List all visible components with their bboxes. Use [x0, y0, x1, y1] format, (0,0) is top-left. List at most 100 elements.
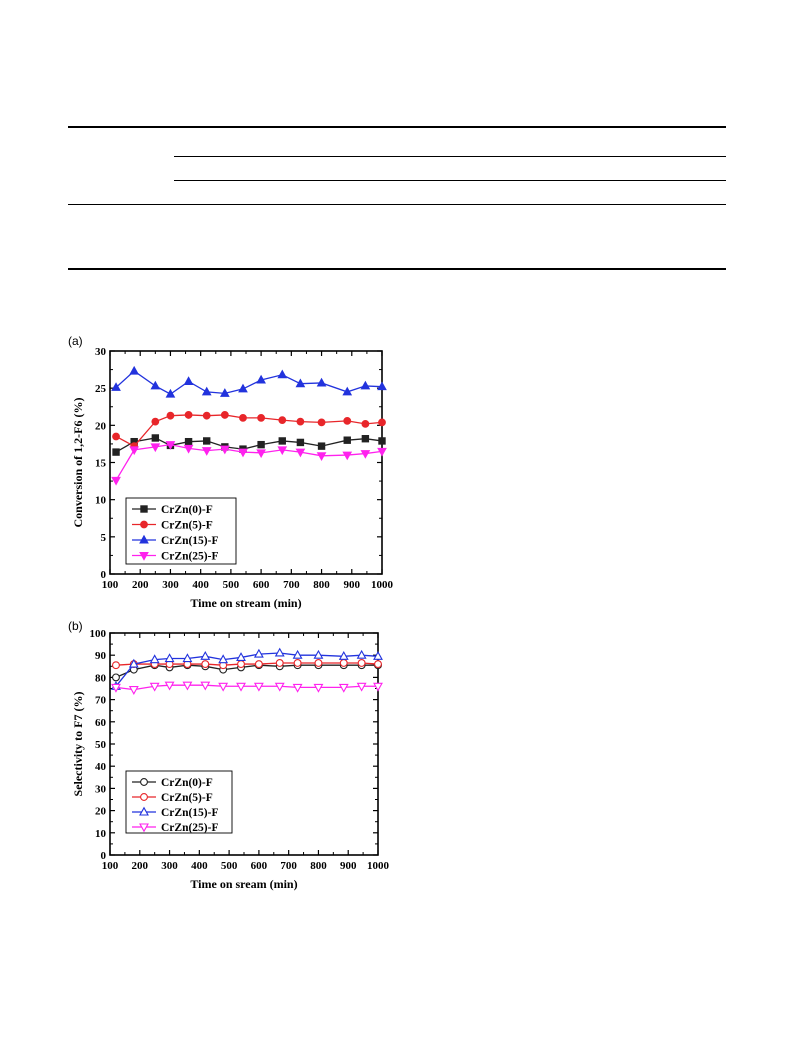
selectivity-y-tick-label: 100 — [90, 628, 107, 640]
conversion-y-axis-title: Conversion of 1,2-F6 (%) — [71, 398, 85, 528]
conversion-data-point-crzn-15-f — [238, 383, 248, 393]
selectivity-data-point-crzn-25-f — [292, 683, 303, 693]
conversion-x-tick-label: 600 — [253, 579, 270, 591]
selectivity-data-point-crzn-15-f — [292, 649, 303, 659]
conversion-data-point-crzn-25-f — [150, 443, 161, 453]
conversion-x-axis-title: Time on stream (min) — [190, 596, 301, 610]
conversion-x-tick-label: 700 — [283, 579, 300, 591]
table-subheader-rule-1 — [174, 156, 726, 157]
conversion-data-point-crzn-5-f — [361, 419, 370, 428]
selectivity-data-point-crzn-25-f — [253, 682, 264, 692]
table-bottom-rule — [68, 268, 726, 270]
conversion-data-point-crzn-15-f — [129, 365, 140, 375]
selectivity-x-tick-label: 900 — [340, 860, 357, 872]
selectivity-data-point-crzn-25-f — [149, 682, 160, 692]
conversion-data-point-crzn-0-f — [203, 437, 211, 445]
selectivity-data-point-crzn-15-f — [128, 658, 139, 668]
conversion-legend-label-crzn-0-f: CrZn(0)-F — [161, 504, 213, 516]
conversion-legend: CrZn(0)-F CrZn(5)-F CrZn(15)-F CrZn(25)-F — [125, 497, 237, 565]
table-header-rule — [68, 204, 726, 205]
selectivity-data-point-crzn-25-f — [200, 681, 211, 691]
selectivity-data-point-crzn-15-f — [253, 648, 264, 658]
selectivity-data-point-crzn-25-f — [218, 682, 229, 692]
conversion-data-point-crzn-25-f — [183, 444, 194, 454]
selectivity-y-axis-title: Selectivity to F7 (%) — [71, 692, 85, 797]
panel-b-label: (b) — [68, 619, 83, 633]
conversion-data-point-crzn-5-f — [378, 418, 386, 427]
selectivity-y-tick-label: 60 — [95, 717, 107, 729]
selectivity-y-tick-label: 90 — [95, 650, 107, 662]
conversion-x-tick-label: 500 — [223, 579, 240, 591]
selectivity-data-point-crzn-5-f — [374, 660, 382, 669]
conversion-data-point-crzn-5-f — [343, 416, 352, 425]
conversion-legend-marker-crzn-15-f — [139, 534, 149, 544]
selectivity-data-point-crzn-5-f — [254, 660, 263, 669]
conversion-x-tick-label: 800 — [313, 579, 330, 591]
conversion-x-tick-label: 900 — [344, 579, 361, 591]
conversion-data-point-crzn-15-f — [201, 386, 212, 396]
selectivity-data-point-crzn-25-f — [111, 683, 121, 693]
selectivity-y-tick-label: 0 — [101, 850, 107, 862]
conversion-y-tick-label: 10 — [95, 495, 107, 507]
panel-a-label: (a) — [68, 334, 83, 348]
selectivity-data-point-crzn-5-f — [275, 659, 284, 667]
conversion-data-point-crzn-25-f — [316, 452, 327, 462]
conversion-data-point-crzn-5-f — [239, 414, 247, 422]
conversion-data-point-crzn-25-f — [360, 450, 371, 459]
selectivity-x-tick-label: 1000 — [367, 860, 390, 872]
selectivity-data-point-crzn-5-f — [357, 659, 366, 667]
selectivity-data-point-crzn-15-f — [200, 650, 211, 660]
selectivity-x-axis-title: Time on sream (min) — [190, 877, 297, 891]
selectivity-y-tick-label: 80 — [95, 672, 107, 684]
conversion-series-crzn-5-f — [112, 411, 386, 451]
selectivity-legend-marker-crzn-15-f — [139, 806, 149, 816]
conversion-legend-label-crzn-5-f: CrZn(5)-F — [161, 520, 213, 532]
conversion-x-tick-label: 100 — [102, 579, 119, 591]
conversion-data-point-crzn-25-f — [295, 448, 306, 458]
conversion-y-tick-label: 15 — [95, 458, 107, 470]
conversion-data-point-crzn-15-f — [342, 386, 353, 396]
selectivity-data-point-crzn-15-f — [274, 647, 285, 657]
selectivity-y-tick-label: 70 — [95, 695, 107, 707]
selectivity-data-point-crzn-25-f — [236, 682, 246, 692]
conversion-series-crzn-15-f — [111, 365, 387, 398]
selectivity-legend-label-crzn-15-f: CrZn(15)-F — [161, 807, 219, 819]
selectivity-legend-marker-crzn-25-f — [139, 823, 149, 833]
selectivity-data-point-crzn-15-f — [338, 650, 349, 660]
selectivity-x-tick-label: 600 — [251, 860, 268, 872]
conversion-legend-label-crzn-25-f: CrZn(25)-F — [161, 551, 219, 563]
conversion-data-point-crzn-5-f — [202, 411, 211, 420]
selectivity-legend: CrZn(0)-F CrZn(5)-F CrZn(15)-F CrZn(25)-F — [125, 770, 233, 834]
conversion-data-point-crzn-25-f — [256, 449, 266, 459]
selectivity-y-tick-label: 40 — [95, 761, 107, 773]
conversion-data-point-crzn-5-f — [317, 418, 326, 427]
conversion-data-point-crzn-5-f — [151, 417, 160, 426]
conversion-data-point-crzn-25-f — [377, 447, 387, 457]
conversion-x-tick-label: 1000 — [371, 579, 394, 591]
conversion-series-crzn-25-f — [111, 441, 387, 486]
conversion-y-tick-label: 0 — [101, 569, 107, 581]
selectivity-data-point-crzn-5-f — [314, 659, 323, 667]
selectivity-x-tick-label: 200 — [132, 860, 149, 872]
selectivity-x-tick-label: 700 — [280, 860, 297, 872]
selectivity-legend-label-crzn-5-f: CrZn(5)-F — [161, 792, 213, 804]
conversion-data-point-crzn-15-f — [111, 382, 121, 391]
conversion-data-point-crzn-25-f — [129, 446, 140, 456]
selectivity-x-tick-label: 300 — [161, 860, 178, 872]
selectivity-data-point-crzn-15-f — [313, 649, 324, 659]
conversion-legend-marker-crzn-25-f — [139, 552, 149, 561]
selectivity-data-point-crzn-5-f — [112, 661, 120, 670]
conversion-data-point-crzn-5-f — [257, 414, 266, 422]
selectivity-data-point-crzn-25-f — [164, 681, 175, 691]
conversion-data-point-crzn-5-f — [220, 411, 229, 419]
selectivity-y-tick-label: 10 — [95, 828, 107, 840]
conversion-data-point-crzn-0-f — [257, 440, 265, 449]
selectivity-data-point-crzn-25-f — [338, 683, 349, 693]
selectivity-data-point-crzn-25-f — [274, 682, 285, 692]
conversion-data-point-crzn-0-f — [317, 442, 326, 450]
conversion-data-point-crzn-25-f — [238, 448, 248, 458]
selectivity-data-point-crzn-15-f — [164, 653, 175, 663]
selectivity-data-point-crzn-5-f — [201, 660, 210, 669]
